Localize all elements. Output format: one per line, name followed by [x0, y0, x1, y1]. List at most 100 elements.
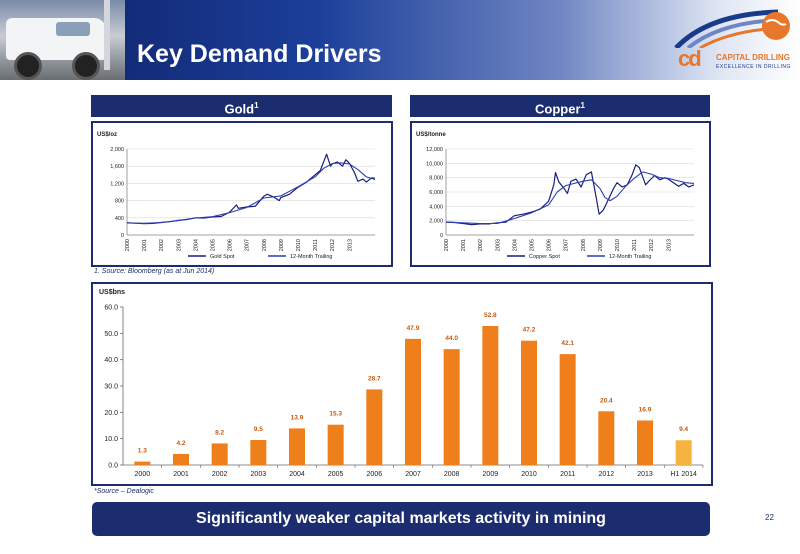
copper-x-tick-label: 2012	[649, 239, 655, 251]
drill-mast	[104, 0, 110, 70]
bar-value-label: 1.3	[138, 448, 147, 455]
conclusion-banner: Significantly weaker capital markets act…	[92, 502, 710, 536]
gold-x-tick-label: 2000	[125, 239, 131, 251]
copper-x-tick-label: 2002	[478, 239, 484, 251]
bar-value-label: 9.4	[679, 426, 688, 433]
gold-x-tick-label: 2004	[193, 239, 199, 251]
bar-2008	[443, 349, 460, 465]
copper-y-tick-label: 6,000	[429, 190, 443, 196]
gold-y-tick-label: 1,600	[110, 164, 124, 170]
company-logo: cd CAPITAL DRILLING EXCELLENCE IN DRILLI…	[668, 8, 796, 78]
drill-truck-photo	[0, 0, 125, 80]
bar-value-label: 44.0	[445, 335, 458, 342]
gold-title-footnote-ref: 1	[254, 101, 259, 110]
copper-y-tick-label: 2,000	[429, 219, 443, 225]
bar-category-label: 2001	[173, 471, 189, 478]
gold-x-tick-label: 2010	[296, 239, 302, 251]
bar-category-label: 2007	[405, 471, 421, 478]
gold-x-tick-label: 2008	[262, 239, 268, 251]
gold-x-tick-label: 2009	[279, 239, 285, 251]
bar-value-label: 15.3	[329, 411, 342, 418]
copper-x-tick-label: 2010	[615, 239, 621, 251]
copper-y-tick-label: 12,000	[426, 147, 443, 153]
copper-legend-label: Copper Spot	[529, 254, 560, 260]
copper-panel-title: Copper1	[410, 95, 710, 117]
copper-x-tick-label: 2013	[666, 239, 672, 251]
bar-value-label: 28.7	[368, 375, 381, 382]
bar-y-tick-label: 10.0	[104, 436, 118, 443]
gold-legend-label: Gold Spot	[210, 254, 235, 260]
copper-chart-frame: US$/tonne 0 2,000 4,000 6,000 8,000 10,000 12,0…	[410, 121, 711, 267]
gold-x-tick-label: 2012	[330, 239, 336, 251]
gold-x-tick-label: 2005	[211, 239, 217, 251]
copper-x-tick-label: 2008	[581, 239, 587, 251]
gold-series-spot-line	[126, 153, 376, 225]
bar-h1-2014	[675, 440, 692, 465]
bar-category-label: 2003	[251, 471, 267, 478]
bar-category-label: 2009	[483, 471, 499, 478]
bar-2012	[598, 411, 615, 465]
gold-price-chart: US$/oz 0 400 800 1,200 1,600 2,000 2000 2001 2002…	[97, 132, 376, 260]
bar-y-tick-label: 20.0	[104, 410, 118, 417]
copper-x-tick-label: 2011	[632, 239, 638, 251]
copper-x-tick-label: 2000	[444, 239, 450, 251]
copper-legend-label: 12-Month Trailing	[609, 254, 652, 260]
copper-y-tick-label: 0	[440, 233, 443, 239]
gold-legend-label: 12-Month Trailing	[290, 254, 333, 260]
bar-y-tick-label: 60.0	[104, 305, 118, 312]
bar-category-label: 2012	[599, 471, 615, 478]
bar-category-label: H1 2014	[670, 471, 697, 478]
bar-2007	[405, 338, 421, 465]
dealogic-footnote: *Source – Dealogic	[94, 488, 154, 495]
copper-series-spot-line	[445, 164, 695, 226]
bar-y-tick-label: 40.0	[104, 357, 118, 364]
bar-2000	[134, 461, 151, 465]
bar-2001	[173, 453, 189, 465]
gold-panel-title: Gold1	[91, 95, 392, 117]
logo-company-name: CAPITAL DRILLING	[716, 53, 790, 62]
gold-x-tick-label: 2006	[228, 239, 234, 251]
copper-y-axis-label: US$/tonne	[416, 132, 446, 138]
copper-y-tick-label: 4,000	[429, 204, 443, 210]
gold-x-tick-label: 2001	[142, 239, 148, 251]
bar-category-label: 2002	[212, 471, 228, 478]
header-banner: Key Demand Drivers	[0, 0, 800, 80]
gold-series-trailing-line	[126, 162, 376, 224]
bar-category-label: 2005	[328, 471, 344, 478]
gold-y-tick-label: 2,000	[110, 147, 124, 153]
gold-y-tick-label: 400	[115, 216, 124, 222]
bar-category-label: 2010	[521, 471, 537, 478]
bar-category-label: 2008	[444, 471, 460, 478]
bar-y-tick-label: 50.0	[104, 331, 118, 338]
gold-y-tick-label: 0	[121, 233, 124, 239]
gold-y-tick-label: 1,200	[110, 181, 124, 187]
bar-category-label: 2011	[560, 471, 575, 478]
bar-2009	[482, 325, 499, 465]
bloomberg-footnote: 1. Source: Bloomberg (as at Jun 2014)	[94, 268, 215, 275]
copper-y-tick-label: 10,000	[426, 161, 443, 167]
copper-title-text: Copper	[535, 101, 581, 117]
logo-mark-text: cd	[678, 46, 702, 71]
gold-y-tick-label: 800	[115, 199, 124, 205]
gold-y-axis-label: US$/oz	[97, 132, 117, 138]
bar-2004	[289, 428, 305, 465]
bar-value-label: 47.2	[523, 327, 536, 334]
capital-raising-bar-chart: US$bns 0.0 10.0 20.0 30.0 40.0 50.0 60.0 1.3 2000…	[99, 289, 704, 478]
gold-x-tick-label: 2003	[176, 239, 182, 251]
gold-x-tick-label: 2007	[245, 239, 251, 251]
copper-x-tick-label: 2004	[512, 239, 518, 251]
bar-y-tick-label: 30.0	[104, 384, 118, 391]
truck-wheel	[72, 52, 100, 80]
bar-value-label: 13.9	[291, 414, 304, 421]
bar-2010	[521, 340, 537, 465]
page-number: 22	[765, 513, 774, 522]
bar-2005	[327, 424, 344, 465]
logo-swoosh-icon	[674, 9, 790, 48]
gold-title-text: Gold	[224, 101, 255, 117]
gold-chart-frame: US$/oz 0 400 800 1,200 1,600 2,000 2000 2001 2002…	[91, 121, 393, 267]
copper-x-tick-label: 2009	[598, 239, 604, 251]
bar-2011	[559, 354, 576, 465]
bar-value-label: 9.5	[254, 426, 263, 433]
copper-x-tick-label: 2007	[564, 239, 570, 251]
bar-value-label: 8.2	[215, 429, 224, 436]
